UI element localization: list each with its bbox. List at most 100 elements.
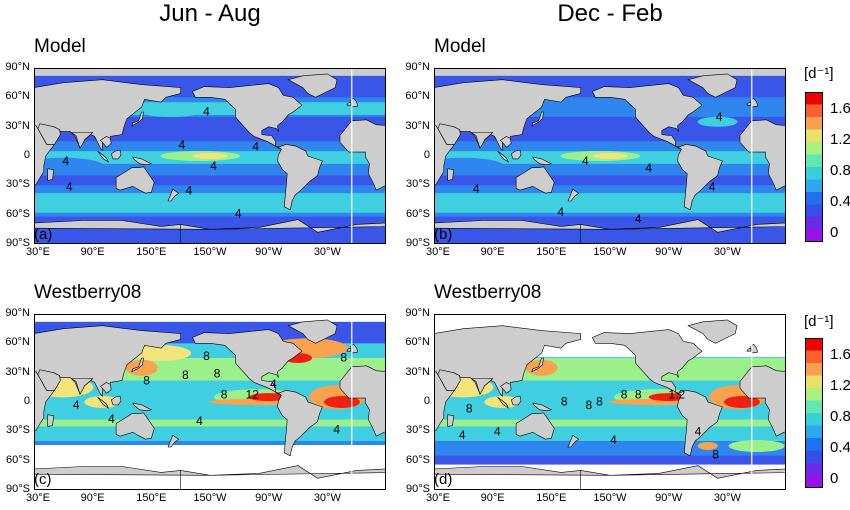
contour-label: 4 [252, 140, 259, 154]
colorbar-top [805, 92, 823, 242]
lat-tick-label: 90°S [406, 237, 430, 249]
panel-b-label: (b) [434, 226, 453, 243]
colorbar-swatch [805, 463, 823, 476]
lon-tick-label: 90°E [80, 246, 105, 258]
lat-tick-label: 30°N [405, 365, 430, 378]
lon-tick-label: 90°W [255, 492, 283, 504]
contour-label: 4 [235, 207, 242, 221]
colorbar-swatch [805, 450, 823, 464]
column-title-jja: Jun - Aug [159, 0, 261, 27]
contour-label: 4 [210, 159, 217, 173]
colorbar-swatch [805, 350, 823, 364]
panel-a-title: Model [34, 36, 86, 57]
lat-tick-label: 90°N [405, 307, 430, 319]
lat-tick-label: 90°N [5, 307, 30, 319]
panel-d-title: Westberry08 [434, 282, 542, 303]
colorbar-swatch [805, 229, 823, 242]
lat-tick-label: 60°N [405, 90, 430, 103]
lat-tick-label: 0 [423, 149, 430, 161]
colorbar-swatch [805, 363, 823, 376]
lat-tick-label: 90°N [5, 61, 30, 73]
lat-tick-label: 90°S [6, 483, 30, 495]
panel-a-label: (a) [34, 226, 53, 243]
colorbar-swatch [805, 104, 823, 118]
colorbar-swatch [805, 117, 823, 130]
colorbar-tick-label: 0.4 [830, 439, 850, 456]
panel-c-label: (c) [34, 471, 52, 488]
contour-label: 4 [695, 424, 702, 438]
contour-label: 4 [709, 180, 716, 194]
contour-label: 8 [586, 398, 593, 412]
lat-tick-label: 90°S [406, 483, 430, 495]
panel-b-title: Model [434, 36, 486, 57]
contour-label: 8 [203, 349, 210, 363]
lon-tick-label: 150°E [136, 492, 167, 504]
colorbar-tick-label: 1.6 [830, 346, 850, 363]
colorbar-tick-label: 1.6 [830, 100, 850, 117]
lat-tick-label: 90°N [405, 61, 430, 73]
colorbar-swatch [805, 217, 823, 230]
contour-label: 4 [610, 433, 617, 447]
contour-label: 4 [473, 182, 480, 196]
lat-tick-label: 90°S [6, 237, 30, 249]
colorbar-swatch [805, 338, 823, 351]
contour-label: 4 [73, 398, 80, 412]
colorbar-swatch [805, 400, 823, 414]
contour-label: 4 [178, 138, 185, 152]
contour-label: 8 [182, 368, 189, 382]
lat-tick-label: 60°N [5, 90, 30, 103]
colorbar-tick-label: 0.8 [830, 162, 850, 179]
lon-tick-label: 30°W [313, 492, 341, 504]
lon-tick-label: 150°W [193, 246, 227, 258]
colorbar-tick-label: 0 [830, 470, 839, 487]
colorbar-swatch [805, 129, 823, 143]
colorbar-tick-label: 1.2 [830, 377, 850, 394]
colorbar-swatch [805, 192, 823, 205]
colorbar-swatch [805, 475, 823, 488]
contour-label: 8 [340, 351, 347, 365]
contour-label: 4 [186, 184, 193, 198]
colorbar-swatch [805, 142, 823, 155]
colorbar-tick-label: 1.2 [830, 131, 850, 148]
colorbar-swatch [805, 425, 823, 439]
panel-c-title: Westberry08 [34, 282, 142, 303]
contour-label: 4 [582, 154, 589, 168]
lon-tick-label: 30°E [426, 492, 450, 504]
lat-tick-label: 30°N [5, 365, 30, 378]
contour-label: 4 [557, 205, 564, 219]
contour-label: 8 [621, 387, 628, 401]
colorbar-swatch [805, 375, 823, 389]
colorbar-swatch [805, 438, 823, 451]
colorbar-swatch [805, 204, 823, 218]
lat-tick-label: 30°S [6, 178, 30, 191]
lat-tick-label: 0 [23, 149, 30, 161]
lat-tick-label: 30°S [6, 424, 30, 437]
lat-tick-label: 60°S [406, 207, 430, 220]
lon-tick-label: 150°W [193, 492, 227, 504]
map-panel-a: 4 4 4 4 4 4 4 4 [34, 68, 386, 244]
colorbar-swatch [805, 413, 823, 426]
lat-tick-label: 60°S [6, 453, 30, 466]
lat-tick-label: 0 [423, 395, 430, 407]
lon-tick-label: 30°W [313, 246, 341, 258]
colorbar-swatch [805, 179, 823, 193]
contour-label: 4 [333, 423, 340, 437]
lon-tick-label: 150°E [536, 246, 567, 258]
lon-tick-label: 30°W [713, 492, 741, 504]
contour-label: 8 [712, 447, 719, 461]
contour-label: 1.2 [669, 387, 686, 401]
colorbar-bottom [805, 338, 823, 488]
contour-label: 8 [143, 373, 150, 387]
colorbar-top-unit: [d⁻¹] [804, 65, 834, 82]
column-title-djf: Dec - Feb [557, 0, 663, 27]
contour-label: 8 [214, 366, 221, 380]
contour-label: 4 [459, 428, 466, 442]
colorbar-bottom-unit: [d⁻¹] [804, 313, 834, 330]
colorbar-swatch [805, 167, 823, 180]
contour-label: 8 [221, 387, 228, 401]
contour-label: 4 [66, 180, 73, 194]
lat-tick-label: 30°N [405, 119, 430, 132]
contour-label: 4 [108, 412, 115, 426]
lat-tick-label: 60°N [5, 336, 30, 349]
